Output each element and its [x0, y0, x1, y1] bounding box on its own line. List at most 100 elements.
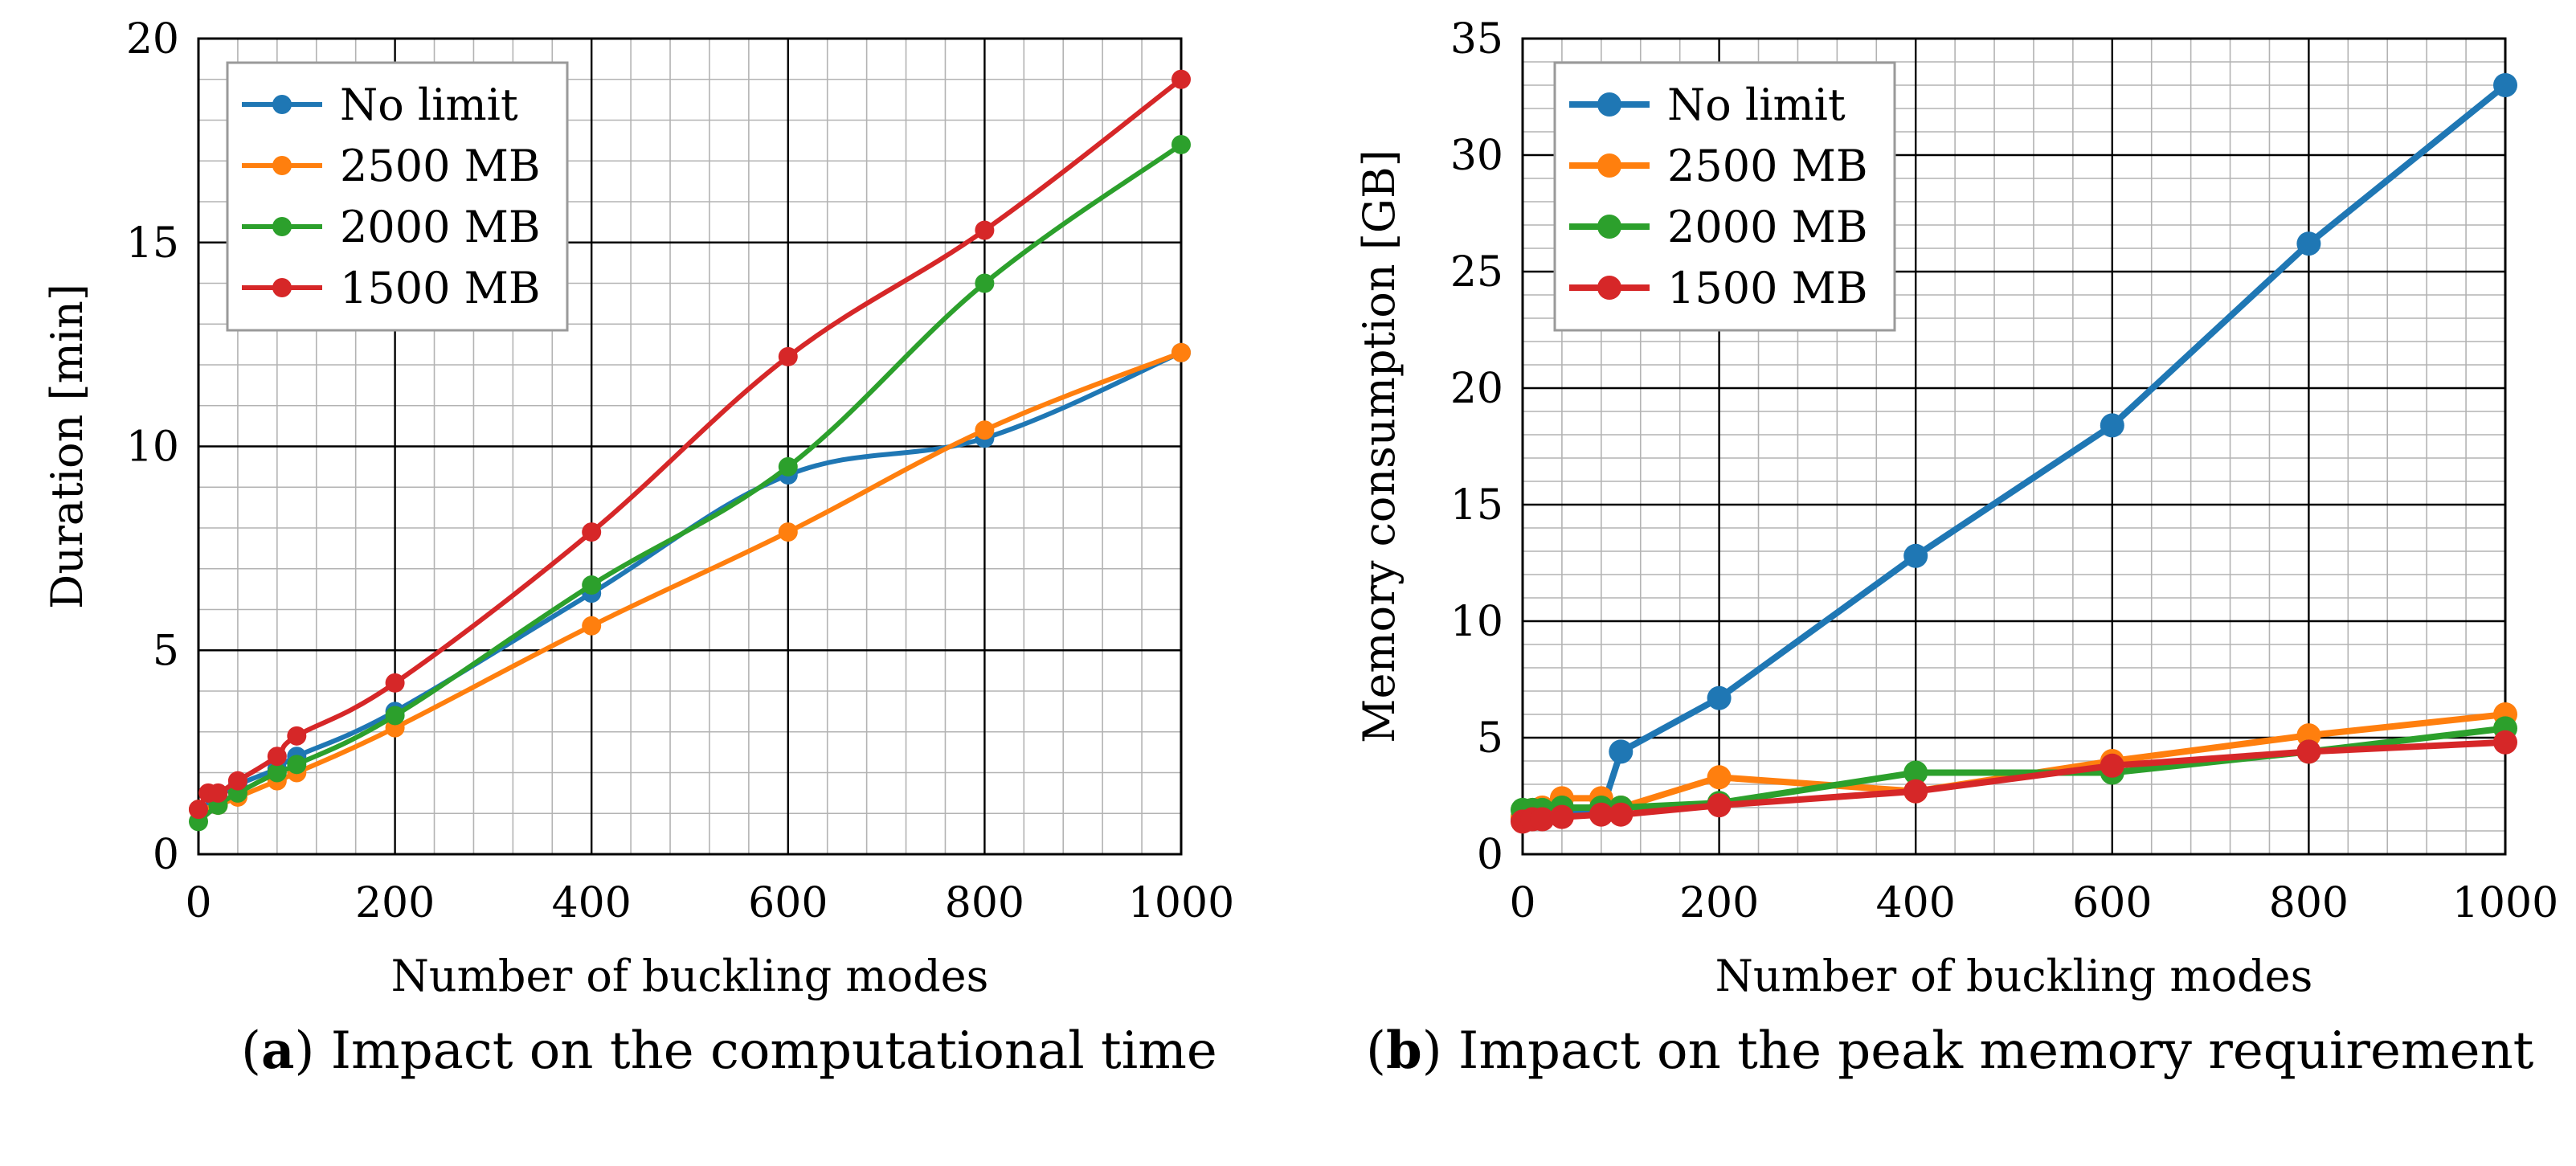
legend-label: 2000 MB	[1667, 202, 1868, 252]
data-point	[2100, 413, 2124, 438]
y-tick-label: 5	[153, 627, 179, 675]
legend-label: 2500 MB	[340, 141, 541, 191]
data-point	[189, 800, 208, 820]
legend-item: No limit	[1569, 80, 1846, 130]
data-point	[2296, 231, 2321, 256]
y-tick-label: 25	[1450, 248, 1503, 297]
data-point	[778, 456, 798, 477]
data-point	[1609, 739, 1634, 764]
data-point	[267, 763, 287, 783]
legend-label: 2000 MB	[340, 202, 541, 252]
data-point	[267, 747, 287, 767]
x-tick-label: 200	[355, 879, 435, 927]
y-tick-label: 10	[1450, 598, 1503, 646]
caption-b-text: Impact on the peak memory requirement	[1458, 1021, 2534, 1081]
x-tick-label: 600	[748, 879, 828, 927]
caption-b-letter: b	[1385, 1021, 1422, 1081]
y-axis-label: Memory consumption [GB]	[1354, 149, 1405, 743]
data-point	[582, 522, 602, 542]
data-point	[1171, 69, 1191, 89]
x-axis-label: Number of buckling modes	[391, 951, 989, 1001]
caption-a-letter: a	[260, 1021, 295, 1081]
data-point	[1903, 760, 1928, 785]
legend-swatch-marker	[272, 156, 292, 175]
data-point	[287, 726, 307, 746]
series-line	[1519, 711, 2509, 820]
series-1500-mb	[189, 69, 1191, 820]
data-point	[778, 346, 798, 366]
chart-b: 0 200 400 600 800 1000 0 5 10 15 20 25 30 35 Number of…	[1354, 15, 2558, 1001]
legend-swatch-marker	[1597, 215, 1621, 239]
data-point	[1171, 134, 1191, 154]
y-tick-label: 0	[153, 831, 179, 879]
x-tick-label: 600	[2072, 879, 2152, 927]
x-tick-label: 800	[2269, 879, 2349, 927]
x-tick-label: 1000	[2452, 879, 2558, 927]
plot-frame	[1521, 37, 2507, 856]
legend-label: 1500 MB	[1667, 263, 1868, 313]
plot-frame	[197, 37, 1183, 856]
chart-a: 0 200 400 600 800 1000 0 5 10 15 20 Number of buckl…	[42, 15, 1234, 1001]
data-point	[1609, 802, 1634, 827]
series-line	[1519, 738, 2509, 825]
legend-swatch-marker	[272, 278, 292, 297]
data-point	[975, 273, 995, 293]
legend-label: 1500 MB	[340, 263, 541, 313]
x-tick-label: 400	[1876, 879, 1956, 927]
legend-item: 1500 MB	[242, 263, 541, 313]
data-point	[1707, 685, 1732, 710]
legend-swatch-marker	[1597, 276, 1621, 300]
data-point	[778, 522, 798, 542]
y-tick-label: 0	[1477, 831, 1503, 879]
x-tick-label: 400	[552, 879, 632, 927]
legend-swatch-marker	[272, 217, 292, 236]
x-tick-label: 0	[1509, 879, 1535, 927]
legend-item: No limit	[242, 80, 518, 130]
y-tick-label: 20	[1450, 365, 1503, 413]
legend-label: No limit	[340, 80, 518, 130]
legend: No limit 2500 MB 2000 MB 1500 MB	[1553, 61, 1896, 332]
data-point	[975, 420, 995, 440]
y-tick-label: 15	[126, 219, 179, 268]
x-tick-label: 800	[945, 879, 1024, 927]
x-axis-label: Number of buckling modes	[1715, 951, 2313, 1001]
data-point	[208, 783, 228, 803]
data-point	[385, 673, 405, 693]
caption-b: (b) Impact on the peak memory requiremen…	[1366, 1021, 2534, 1081]
data-point	[2493, 73, 2517, 97]
data-point	[227, 771, 247, 791]
data-point	[582, 616, 602, 636]
data-point	[287, 755, 307, 775]
data-point	[1707, 793, 1732, 818]
y-tick-label: 5	[1477, 714, 1503, 763]
data-point	[1707, 765, 1732, 790]
legend-label: 2500 MB	[1667, 141, 1868, 191]
data-point	[2296, 739, 2321, 764]
y-tick-label: 30	[1450, 132, 1503, 180]
legend-item: 2000 MB	[1569, 202, 1868, 252]
series-line	[1519, 725, 2509, 813]
caption-a-text: Impact on the computational time	[330, 1021, 1217, 1081]
legend-item: 2000 MB	[242, 202, 541, 252]
data-point	[1903, 543, 1928, 568]
legend: No limit 2500 MB 2000 MB 1500 MB	[226, 61, 569, 332]
legend-swatch-marker	[1597, 153, 1621, 178]
legend-item: 2500 MB	[242, 141, 541, 191]
y-tick-label: 35	[1450, 15, 1503, 63]
y-tick-label: 20	[126, 15, 179, 63]
legend-swatch-marker	[1597, 92, 1621, 117]
legend-swatch-marker	[272, 95, 292, 114]
legend-item: 1500 MB	[1569, 263, 1868, 313]
data-point	[975, 220, 995, 240]
data-point	[1589, 802, 1613, 827]
data-point	[2493, 730, 2517, 755]
data-point	[1171, 342, 1191, 362]
data-point	[385, 706, 405, 726]
x-tick-label: 200	[1679, 879, 1759, 927]
caption-a: (a) Impact on the computational time	[241, 1021, 1217, 1081]
data-point	[2100, 753, 2124, 778]
legend-item: 2500 MB	[1569, 141, 1868, 191]
data-point	[1549, 804, 1574, 829]
y-tick-label: 15	[1450, 481, 1503, 530]
